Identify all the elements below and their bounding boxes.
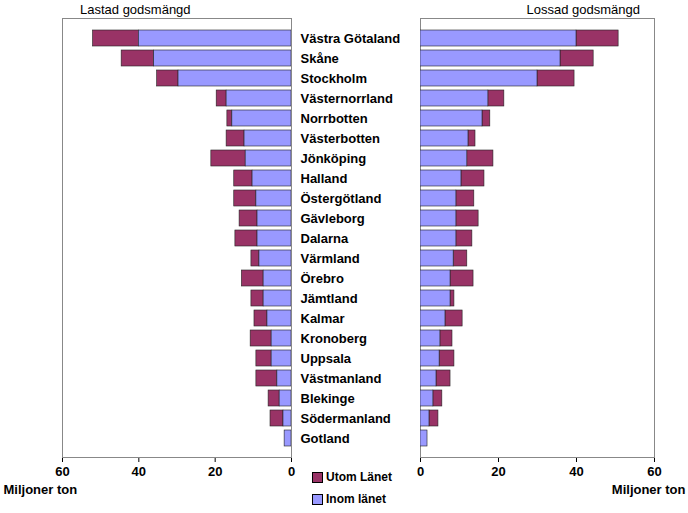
svg-text:Uppsala: Uppsala [301,351,352,366]
html-text:Utom Länet: Utom Länet [326,470,392,484]
svg-text:20: 20 [208,464,222,479]
svg-text:Dalarna: Dalarna [301,231,349,246]
svg-text:Jämtland: Jämtland [301,291,358,306]
svg-text:Miljoner ton: Miljoner ton [4,482,78,497]
svg-text:0: 0 [288,464,295,479]
svg-text:Värmland: Värmland [301,251,360,266]
svg-text:60: 60 [647,464,661,479]
svg-text:Västmanland: Västmanland [301,371,382,386]
svg-text:40: 40 [569,464,583,479]
svg-text:Skåne: Skåne [301,51,339,66]
html-text:Lastad godsmängd: Lastad godsmängd [80,2,191,17]
svg-text:Västerbotten: Västerbotten [301,131,381,146]
svg-text:Kronoberg: Kronoberg [301,331,368,346]
svg-text:Blekinge: Blekinge [301,391,355,406]
svg-text:40: 40 [132,464,146,479]
svg-text:Södermanland: Södermanland [301,411,391,426]
html-text:Inom länet: Inom länet [326,492,386,506]
svg-text:Kalmar: Kalmar [301,311,345,326]
svg-text:20: 20 [491,464,505,479]
svg-text:Stockholm: Stockholm [301,71,367,86]
svg-text:Miljoner ton: Miljoner ton [612,482,686,497]
svg-text:0: 0 [417,464,424,479]
html-text:Lossad godsmängd: Lossad godsmängd [526,2,640,17]
svg-text:Jönköping: Jönköping [301,151,367,166]
svg-text:Västernorrland: Västernorrland [301,91,394,106]
svg-text:Norrbotten: Norrbotten [301,111,368,126]
svg-text:Örebro: Örebro [301,271,344,286]
svg-text:Gotland: Gotland [301,431,350,446]
svg-text:Halland: Halland [301,171,348,186]
svg-text:Västra Götaland: Västra Götaland [301,31,401,46]
svg-text:60: 60 [55,464,69,479]
svg-text:Gävleborg: Gävleborg [301,211,365,226]
svg-text:Östergötland: Östergötland [301,191,382,206]
